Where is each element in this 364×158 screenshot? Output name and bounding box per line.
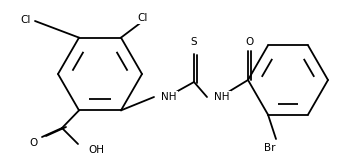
Text: O: O — [29, 138, 37, 148]
Text: O: O — [245, 37, 253, 47]
Text: NH: NH — [161, 92, 177, 102]
Text: Br: Br — [264, 143, 276, 153]
Text: Cl: Cl — [138, 13, 148, 23]
Text: NH: NH — [214, 92, 229, 102]
Text: S: S — [191, 37, 197, 47]
Text: Cl: Cl — [20, 15, 30, 25]
Text: OH: OH — [88, 145, 104, 155]
